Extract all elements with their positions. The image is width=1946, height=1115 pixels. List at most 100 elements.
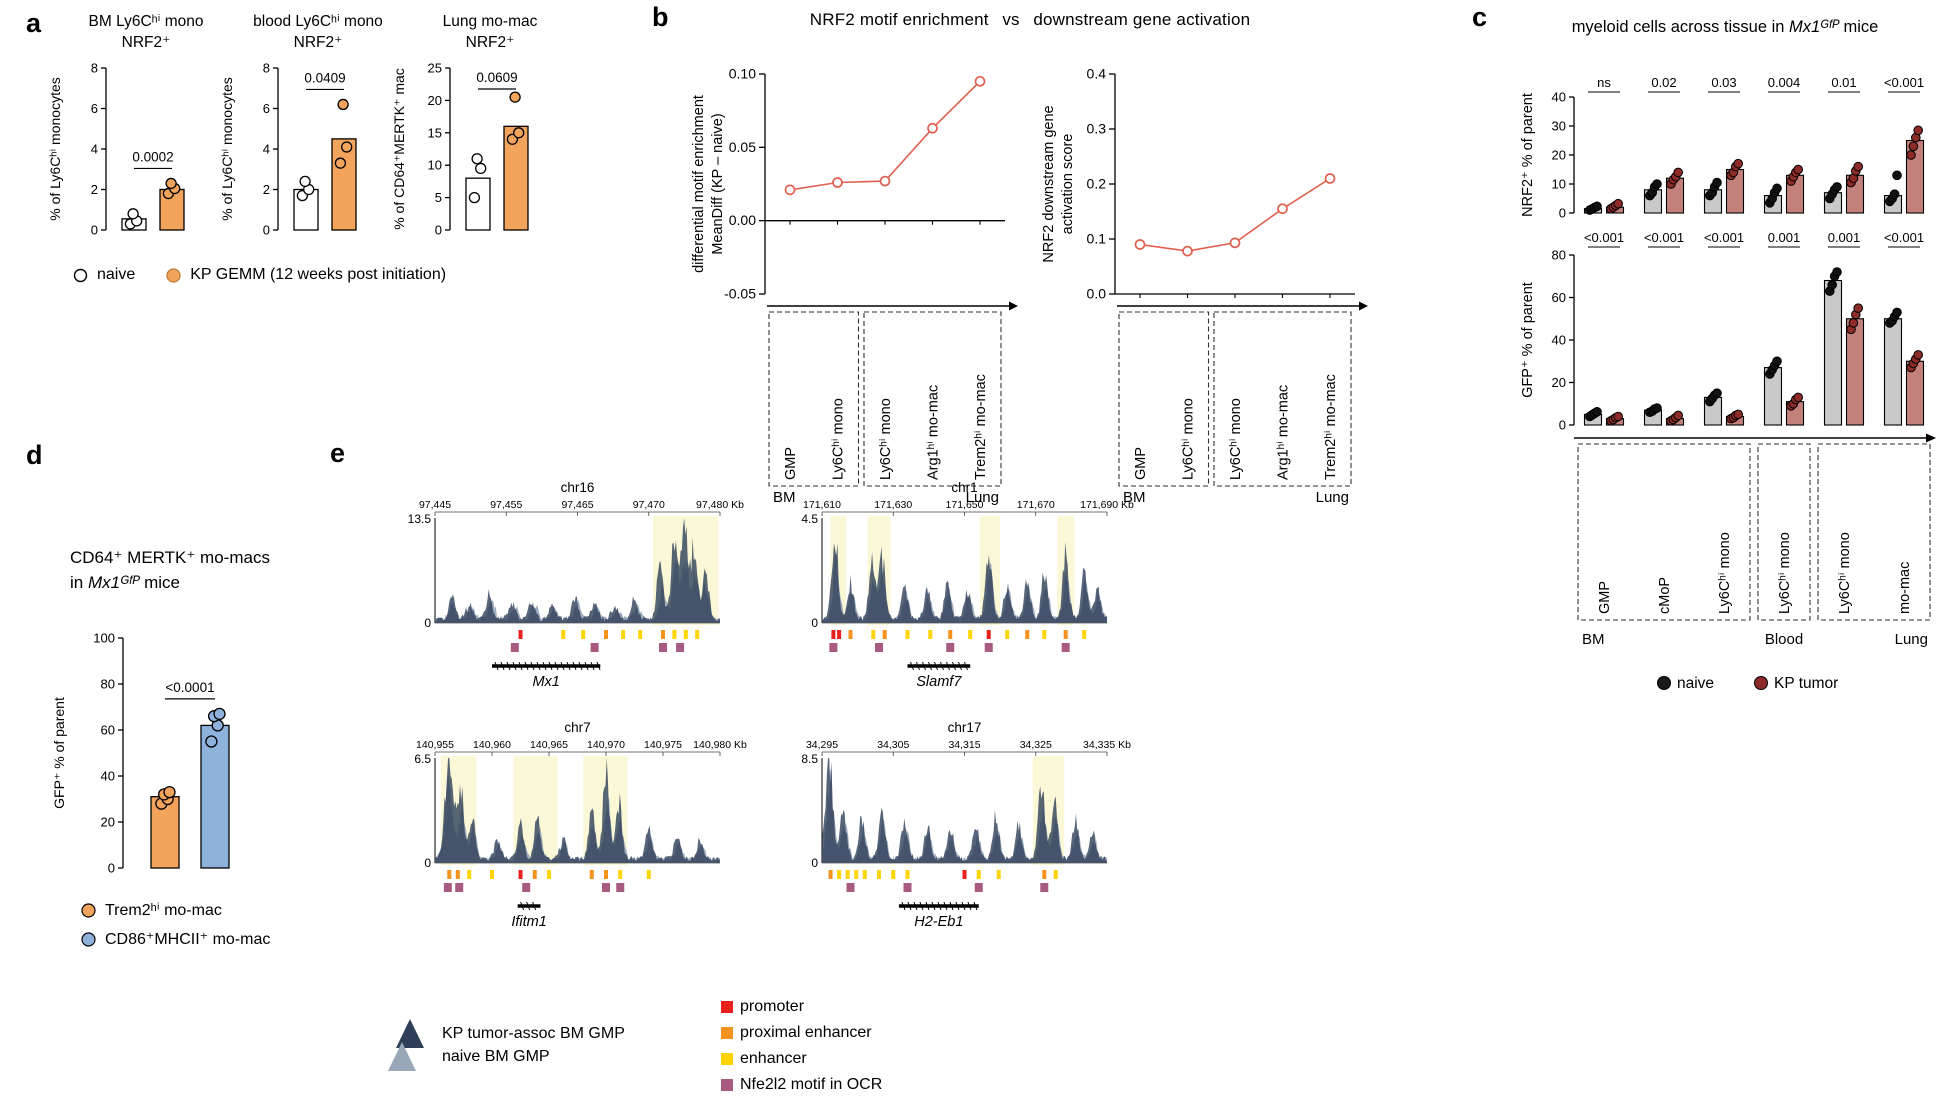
chart-title: Lung mo-mac — [443, 13, 538, 30]
gene-name: Ifitm1 — [511, 914, 546, 930]
x-category-label: Trem2ʰⁱ mo-mac — [973, 374, 989, 480]
ocr-annotation-mark — [968, 630, 973, 639]
p-value: <0.001 — [1644, 230, 1684, 245]
ocr-annotation-mark — [837, 870, 842, 879]
data-dot — [299, 175, 311, 188]
ocr-annotation-mark — [831, 630, 836, 639]
ocr-annotation-mark — [848, 630, 853, 639]
title-text: mice — [1838, 18, 1879, 36]
coord-label: 97,480 Kb — [696, 499, 744, 511]
nfe2l2-motif-mark — [616, 883, 625, 892]
y-tick-label: 0 — [263, 223, 270, 238]
kp-gmp-signal — [822, 541, 1107, 623]
p-value: <0.001 — [1884, 75, 1924, 90]
y-tick-label: 0 — [435, 223, 442, 238]
naive-dot — [1772, 356, 1782, 367]
group-label: Blood — [1765, 631, 1803, 648]
promoter-label: promoter — [740, 998, 805, 1015]
kp-gmp-label: KP tumor-assoc BM GMP — [442, 1025, 625, 1042]
y-axis-label: MeanDiff (KP – naive) — [710, 113, 726, 254]
y-tick-label: 2 — [263, 182, 270, 197]
group-label: Lung — [1895, 631, 1928, 648]
data-point — [1277, 203, 1288, 215]
data-dot — [334, 157, 347, 169]
nfe2l2-motif-mark — [659, 643, 667, 652]
y-tick-label: 40 — [101, 769, 115, 784]
y-tick-label: 0.00 — [729, 212, 756, 228]
gene-name: Slamf7 — [916, 674, 962, 690]
group-label: Lung — [1316, 489, 1349, 506]
nfe2l2-motif-mark — [455, 883, 464, 892]
chart-myeloid-across-tissue: NRF2⁺ % of parent 0 10 20 30 40 ns 0.02 0.03 0.00… — [1520, 75, 1936, 692]
panel-d-title-line2: in Mx1ᴳᶠᴾ mice — [70, 571, 270, 596]
naive-bar — [1883, 318, 1903, 426]
data-dot — [163, 785, 176, 799]
chart-title: blood Ly6Cʰⁱ mono — [253, 13, 383, 30]
nfe2l2-motif-mark — [602, 883, 610, 892]
gene-hatch — [572, 661, 577, 671]
data-dot — [213, 707, 226, 721]
ocr-annotation-mark — [661, 630, 665, 639]
ocr-annotation-mark — [646, 870, 651, 879]
coord-label: 140,970 — [587, 739, 625, 751]
gene-hatch — [590, 661, 595, 671]
p-value: <0.001 — [1584, 230, 1624, 245]
y-axis-label: % of CD64⁺MERTK⁺ mac — [391, 68, 407, 230]
naive-marker-icon — [73, 268, 88, 282]
ocr-annotation-mark — [877, 870, 881, 879]
y-tick-label: 5 — [435, 190, 442, 205]
y-tick-label: 15 — [428, 125, 442, 140]
group-box — [1577, 443, 1751, 621]
gene-hatch — [937, 901, 942, 911]
x-category-label: GMP — [783, 447, 799, 480]
cd86-marker — [81, 931, 96, 947]
ocr-annotation-mark — [1005, 630, 1010, 639]
kp-dot — [1673, 410, 1683, 421]
panel-label-e: e — [330, 438, 346, 468]
gene-hatch — [913, 901, 918, 911]
ocr-annotation-mark — [532, 870, 537, 879]
gene-hatch — [922, 661, 926, 671]
ocr-annotation-mark — [854, 870, 859, 879]
y-tick-label: 0.2 — [1087, 176, 1107, 192]
gene-hatch — [949, 901, 954, 911]
kp-dot — [1613, 411, 1623, 422]
ocr-annotation-mark — [447, 870, 452, 879]
legend-item-enhancer: enhancer — [720, 1050, 882, 1068]
data-point — [784, 184, 796, 196]
kp-dot — [1913, 350, 1924, 360]
gene-name: Mx1 — [532, 674, 559, 690]
y-axis-label: GFP⁺ % of parent — [1520, 282, 1536, 398]
y-tick-label: 2 — [91, 182, 98, 197]
p-value: 0.001 — [1768, 230, 1801, 245]
nfe2l2-motif-mark — [829, 643, 838, 652]
kp-dot — [1908, 141, 1919, 152]
p-value: <0.0001 — [165, 680, 214, 695]
nfe2l2-motif-mark — [590, 643, 599, 652]
panel-d-title: CD64⁺ MERTK⁺ mo-macs in Mx1ᴳᶠᴾ mice — [70, 546, 270, 595]
y-tick-label: 6 — [263, 101, 270, 116]
legend-item-naive: naive — [72, 266, 135, 284]
group-label: BM — [1123, 489, 1146, 506]
chrom-label: chr7 — [564, 720, 590, 735]
chart-momac-gfp: GFP⁺ % of parent 0 20 40 60 80 100 <0.0001 — [51, 631, 230, 876]
line-series — [789, 80, 981, 191]
ocr-annotation-mark — [1053, 870, 1058, 879]
y-axis-label: % of Ly6Cʰⁱ monocytes — [219, 77, 235, 221]
data-point — [1182, 245, 1193, 257]
naive-dot — [1889, 189, 1900, 199]
gene-hatch — [584, 661, 589, 671]
ocr-annotation-mark — [962, 870, 967, 879]
nfe2l2-motif-mark — [676, 643, 685, 652]
y-zero-label: 0 — [811, 856, 818, 870]
chrom-label: chr1 — [951, 480, 977, 495]
y-tick-label: 40 — [1552, 90, 1566, 105]
naive-marker — [73, 268, 88, 282]
data-dot — [475, 162, 487, 175]
p-value: 0.01 — [1831, 75, 1856, 90]
ocr-annotation-mark — [618, 870, 623, 879]
nfe2l2-label: Nfe2l2 motif in OCR — [740, 1076, 883, 1093]
nfe2l2-motif-mark — [903, 883, 912, 892]
naive-gmp-triangle — [388, 1042, 416, 1071]
kp-dot — [1853, 161, 1864, 172]
